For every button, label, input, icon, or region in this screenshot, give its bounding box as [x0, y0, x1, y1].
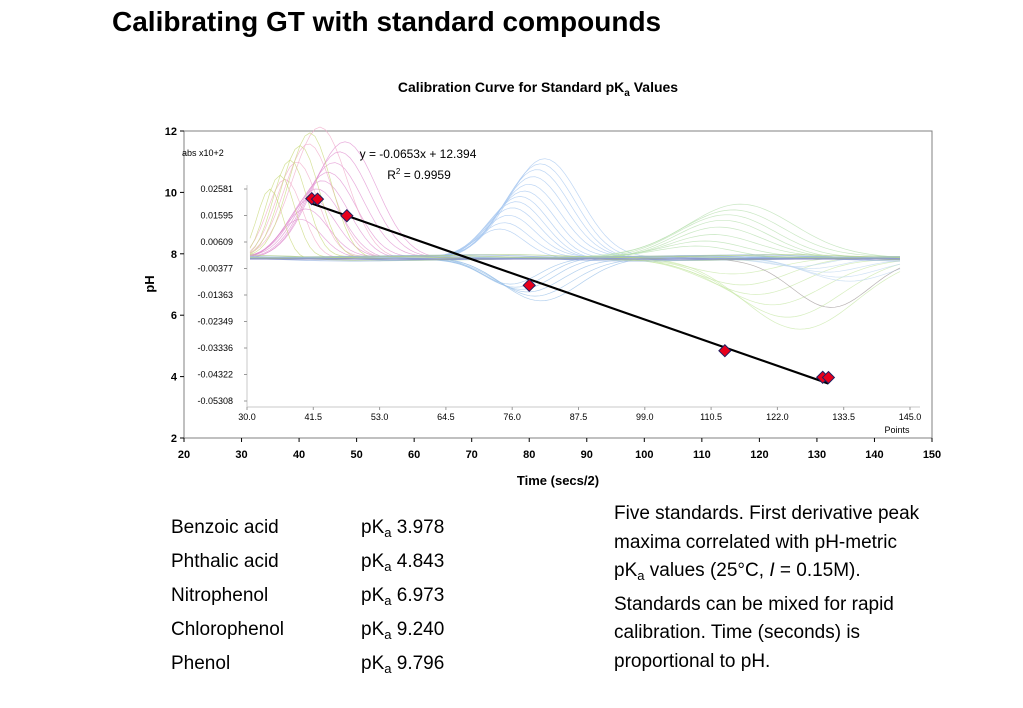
inset-x-label: Points	[884, 425, 910, 435]
inset-y-tick-label: -0.00377	[197, 264, 233, 274]
inset-y-tick-label: -0.05308	[197, 396, 233, 406]
plot-area	[183, 130, 933, 439]
data-point	[522, 278, 536, 293]
inset-x-tick-label: 87.5	[570, 412, 588, 422]
inset-x-tick-label: 122.0	[766, 412, 789, 422]
inset-x-tick-label: 133.5	[832, 412, 855, 422]
notes-text: Five standards. First derivative peak ma…	[614, 500, 1014, 676]
compound-pka: pKa 9.240	[361, 618, 445, 642]
standards-table: Benzoic acid pKa 3.978 Phthalic acid pKa…	[171, 511, 444, 681]
y-tick-label: 10	[165, 187, 177, 199]
x-tick-label: 30	[235, 449, 247, 461]
compound-name: Chlorophenol	[171, 619, 285, 640]
inset-curves	[249, 126, 901, 330]
inset-x-tick-label: 64.5	[437, 412, 455, 422]
inset-derivative-plot: abs x10+2 0.02581 0.01595 0.00609 -0.00377 -…	[182, 126, 921, 435]
inset-x-tick-label: 76.0	[503, 412, 521, 422]
compound-name: Nitrophenol	[171, 585, 269, 606]
inset-y-tick-label: 0.02581	[200, 184, 233, 194]
trendline-equation: y = -0.0653x + 12.394	[360, 147, 477, 161]
x-tick-label: 120	[750, 449, 768, 461]
inset-x-ticks: 30.0 41.5 53.0 64.5 76.0 87.5 99.0 110.5 122.0 13…	[238, 407, 921, 422]
x-axis-ticks: 20 30 40 50 60 70 80 90 100 110 120 130 140 150	[178, 438, 941, 461]
table-row: Phthalic acid pKa 4.843	[171, 545, 444, 579]
table-row: Chlorophenol pKa 9.240	[171, 613, 444, 647]
r-squared: R2 = 0.9959	[387, 167, 451, 182]
x-tick-label: 100	[635, 449, 653, 461]
y-tick-label: 12	[165, 126, 177, 138]
inset-y-tick-label: -0.03336	[197, 343, 233, 353]
x-tick-label: 150	[923, 449, 941, 461]
notes-line: maxima correlated with pH-metric	[614, 531, 897, 553]
chart-title-main: Calibration Curve for Standard pK	[398, 79, 624, 95]
x-axis-label: Time (secs/2)	[517, 473, 599, 488]
compound-pka: pKa 9.796	[361, 652, 445, 676]
compound-name: Phenol	[171, 653, 231, 674]
x-tick-label: 110	[693, 449, 711, 461]
x-tick-label: 130	[808, 449, 826, 461]
data-point	[340, 209, 354, 223]
compound-pka: pKa 4.843	[361, 550, 445, 574]
slide-title: Calibrating GT with standard compounds	[112, 6, 662, 37]
y-tick-label: 6	[171, 310, 177, 322]
data-points	[305, 191, 836, 385]
compound-name: Phthalic acid	[171, 551, 279, 572]
trendline	[311, 202, 829, 385]
chart-title-sub: a	[624, 88, 630, 99]
r-squared-value: = 0.9959	[400, 168, 451, 182]
inset-x-tick-label: 41.5	[305, 412, 323, 422]
notes-line: Five standards. First derivative peak	[614, 503, 920, 524]
x-tick-label: 40	[293, 449, 305, 461]
table-row: Nitrophenol pKa 6.973	[171, 579, 444, 613]
inset-y-tick-label: -0.02349	[197, 317, 233, 327]
chart-title-suffix: Values	[630, 79, 678, 95]
table-row: Phenol pKa 9.796	[171, 647, 444, 681]
x-tick-label: 50	[350, 449, 362, 461]
x-tick-label: 140	[865, 449, 883, 461]
chart-title: Calibration Curve for Standard pKa Value…	[398, 79, 678, 99]
inset-curve	[249, 257, 901, 262]
inset-y-tick-label: 0.01595	[200, 211, 233, 221]
inset-x-tick-label: 53.0	[371, 412, 389, 422]
y-tick-label: 4	[171, 372, 178, 384]
table-row: Benzoic acid pKa 3.978	[171, 511, 444, 545]
inset-y-ticks: 0.02581 0.01595 0.00609 -0.00377 -0.01363 -0.…	[197, 184, 247, 406]
x-tick-label: 70	[466, 449, 478, 461]
r-squared-sup: 2	[396, 167, 401, 176]
calibration-chart: Calibration Curve for Standard pKa Value…	[142, 79, 941, 488]
x-tick-label: 20	[178, 449, 190, 461]
inset-x-tick-label: 30.0	[238, 412, 256, 422]
x-tick-label: 80	[523, 449, 535, 461]
y-tick-label: 8	[171, 249, 177, 261]
y-tick-label: 2	[171, 433, 177, 445]
inset-y-tick-label: -0.01363	[197, 290, 233, 300]
data-point	[821, 370, 836, 385]
inset-x-tick-label: 145.0	[899, 412, 922, 422]
notes-line: Standards can be mixed for rapid	[614, 593, 894, 615]
x-tick-label: 90	[581, 449, 593, 461]
y-axis-label: pH	[142, 275, 157, 292]
inset-x-tick-label: 110.5	[700, 412, 722, 422]
inset-x-tick-label: 99.0	[636, 412, 654, 422]
data-point	[310, 192, 325, 206]
compound-pka: pKa 3.978	[361, 516, 445, 540]
inset-y-tick-label: 0.00609	[200, 237, 233, 247]
compound-name: Benzoic acid	[171, 517, 279, 538]
inset-y-tick-label: -0.04322	[197, 370, 233, 380]
y-axis-ticks: 2 4 6 8 10 12	[165, 126, 184, 445]
compound-pka: pKa 6.973	[361, 584, 445, 608]
r-squared-label: R	[387, 168, 396, 182]
data-point	[718, 344, 732, 358]
inset-unit-label: abs x10+2	[182, 148, 224, 158]
x-tick-label: 60	[408, 449, 420, 461]
notes-line: pKa values (25°C, I = 0.15M).	[614, 560, 861, 583]
notes-line: proportional to pH.	[614, 650, 771, 672]
notes-line: calibration. Time (seconds) is	[614, 622, 861, 643]
